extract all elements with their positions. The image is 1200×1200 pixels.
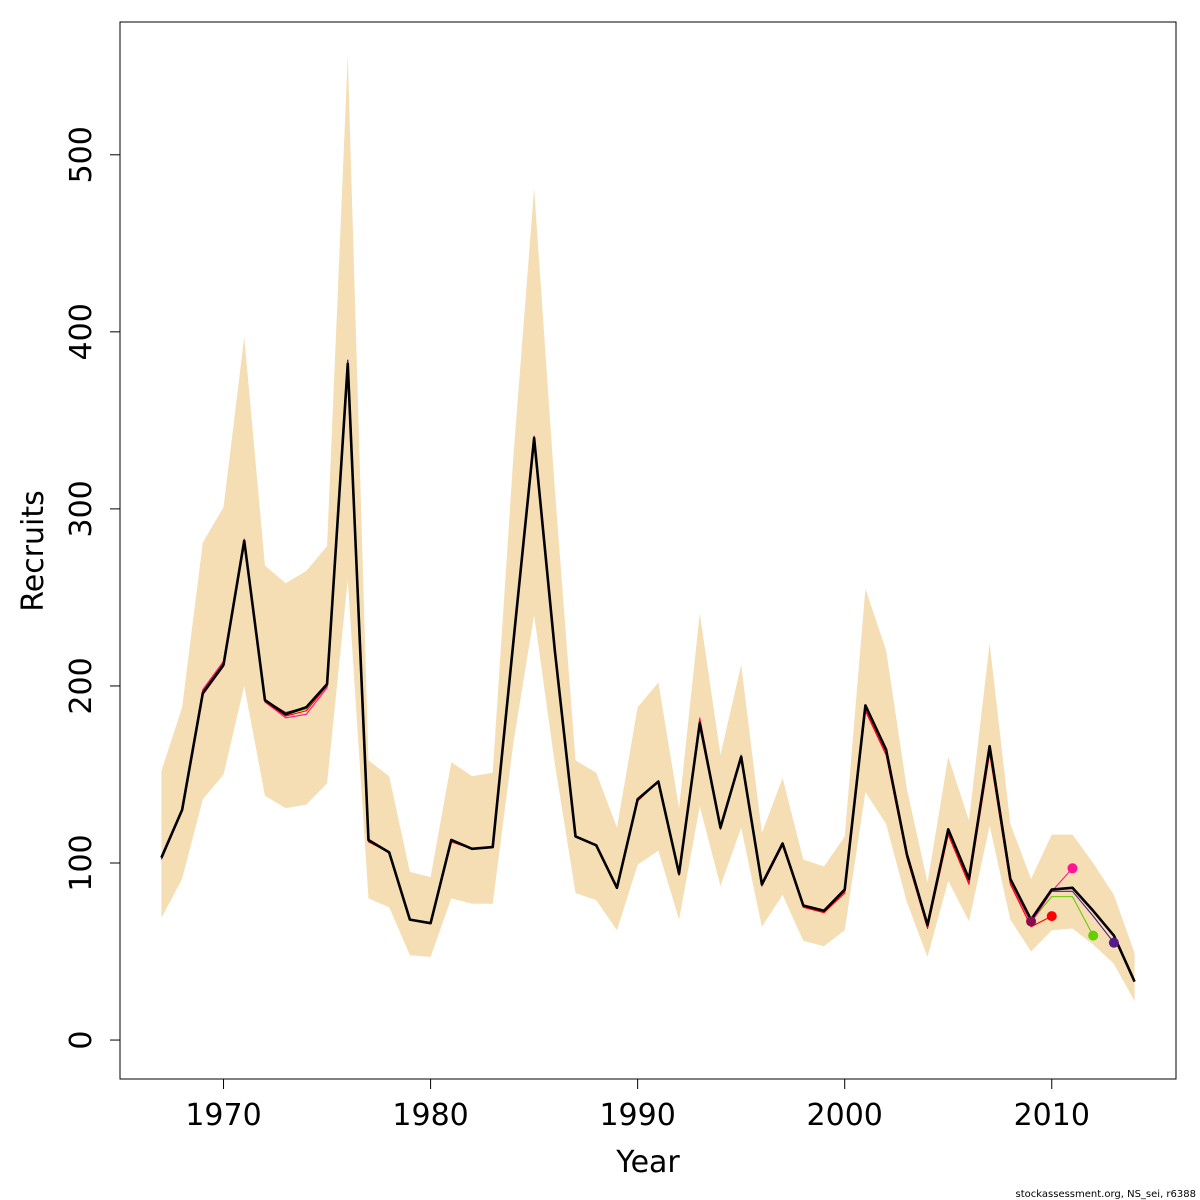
x-tick-label-1970: 1970 xyxy=(185,1098,261,1133)
series-layer xyxy=(160,359,1136,983)
credit-text: stockassessment.org, NS_sei, r6388 xyxy=(1016,1189,1196,1200)
confidence-band-layer xyxy=(161,55,1135,1002)
confidence-band xyxy=(161,55,1135,1002)
x-tick-label-2000: 2000 xyxy=(807,1098,883,1133)
x-tick-label-1990: 1990 xyxy=(599,1098,675,1133)
retro-end-point-2013 xyxy=(1108,937,1119,948)
y-tick-label-300: 300 xyxy=(64,480,99,537)
retro-end-point-2012 xyxy=(1088,930,1099,941)
x-axis-title: Year xyxy=(615,1145,680,1180)
x-axis: 1970 1980 1990 2000 2010 xyxy=(185,1078,1090,1133)
y-axis: 0 100 200 300 400 500 xyxy=(64,126,121,1050)
y-tick-label-400: 400 xyxy=(64,303,99,360)
retro-end-point-2009 xyxy=(1026,916,1037,927)
main-series-line xyxy=(160,362,1136,983)
retro-end-point-2010 xyxy=(1046,911,1057,922)
y-axis-title: Recruits xyxy=(16,490,51,612)
y-tick-label-200: 200 xyxy=(64,657,99,714)
y-tick-label-500: 500 xyxy=(64,126,99,183)
retro-end-point-2011 xyxy=(1067,863,1078,874)
y-tick-label-0: 0 xyxy=(64,1031,99,1050)
y-tick-label-100: 100 xyxy=(64,834,99,891)
x-tick-label-2010: 2010 xyxy=(1014,1098,1090,1133)
x-tick-label-1980: 1980 xyxy=(392,1098,468,1133)
end-points-layer xyxy=(1026,863,1119,948)
